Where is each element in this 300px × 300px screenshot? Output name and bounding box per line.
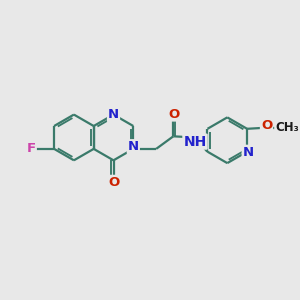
Text: O: O (168, 108, 179, 121)
Text: NH: NH (183, 135, 207, 148)
Text: N: N (108, 108, 119, 121)
Text: F: F (27, 142, 36, 155)
Text: O: O (261, 119, 272, 132)
Text: N: N (128, 140, 139, 153)
Text: CH₃: CH₃ (275, 121, 299, 134)
Text: N: N (243, 146, 254, 159)
Text: O: O (108, 176, 119, 189)
